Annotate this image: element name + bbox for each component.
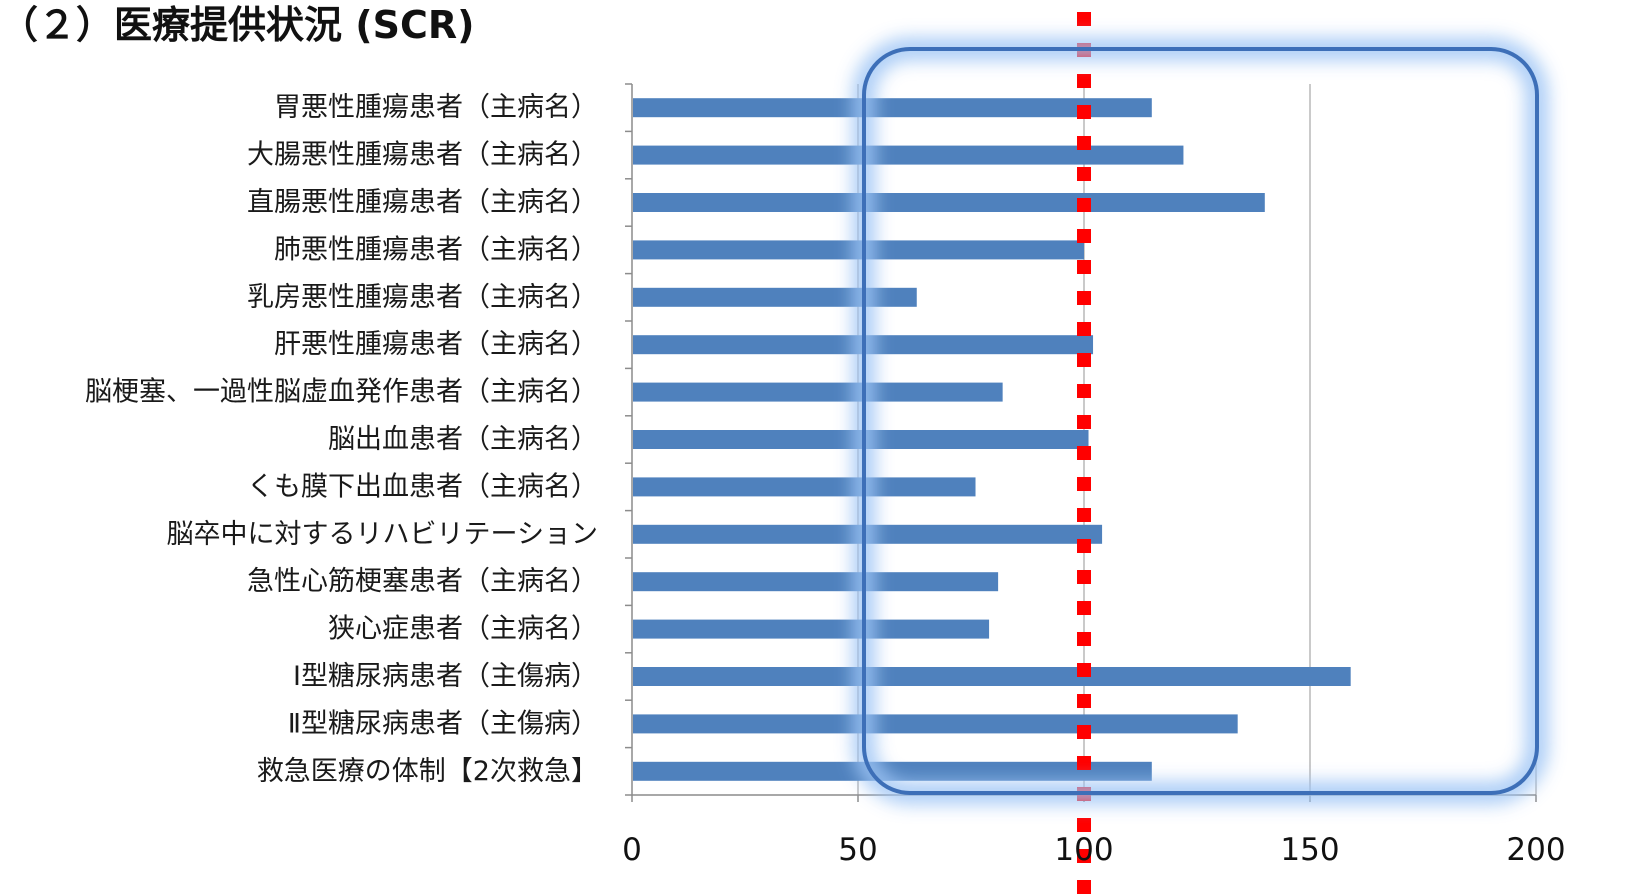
bar-5 xyxy=(633,287,917,307)
reference-dash xyxy=(1077,105,1091,119)
category-label: 脳梗塞、一過性脳虚血発作患者（主病名） xyxy=(85,377,598,408)
reference-dash xyxy=(1077,849,1091,863)
category-labels: 胃悪性腫瘍患者（主病名） 大腸悪性腫瘍患者（主病名） 直腸悪性腫瘍患者（主病名） 肺悪… xyxy=(85,92,598,787)
bar-7 xyxy=(633,382,1003,402)
x-tick-labels: 0 50 100 150 200 xyxy=(622,832,1565,868)
reference-dash xyxy=(1077,880,1091,894)
category-label: 乳房悪性腫瘍患者（主病名） xyxy=(247,282,598,313)
category-label: 脳卒中に対するリハビリテーション xyxy=(167,519,598,550)
reference-dash xyxy=(1077,477,1091,491)
x-tick-label: 200 xyxy=(1506,832,1565,868)
reference-dash xyxy=(1077,446,1091,460)
reference-dash xyxy=(1077,12,1091,26)
reference-dash xyxy=(1077,229,1091,243)
reference-dash xyxy=(1077,353,1091,367)
reference-dash xyxy=(1077,291,1091,305)
reference-dash xyxy=(1077,322,1091,336)
category-label: 肝悪性腫瘍患者（主病名） xyxy=(274,329,598,360)
reference-dash xyxy=(1077,725,1091,739)
page-title: （２）医療提供状況 (SCR) xyxy=(0,3,475,47)
bar-14 xyxy=(633,714,1238,734)
bar-3 xyxy=(633,193,1265,212)
bar-12 xyxy=(633,619,990,639)
reference-dash xyxy=(1077,694,1091,708)
reference-dash xyxy=(1077,74,1091,88)
bar-9 xyxy=(633,477,976,497)
category-label: Ⅱ型糖尿病患者（主傷病） xyxy=(288,708,598,739)
reference-dash xyxy=(1077,570,1091,584)
bar-2 xyxy=(633,145,1184,165)
category-label: 大腸悪性腫瘍患者（主病名） xyxy=(247,140,598,171)
reference-dash xyxy=(1077,415,1091,429)
reference-dash xyxy=(1077,198,1091,212)
x-tick-label: 50 xyxy=(838,832,877,868)
reference-dash xyxy=(1077,136,1091,150)
x-tick-label: 100 xyxy=(1054,832,1113,868)
x-tick-label: 150 xyxy=(1280,832,1339,868)
bar-11 xyxy=(633,572,999,592)
category-label: 脳出血患者（主病名） xyxy=(328,424,598,455)
category-label: 狭心症患者（主病名） xyxy=(328,614,598,645)
category-label: 急性心筋梗塞患者（主病名） xyxy=(247,566,598,597)
reference-dash xyxy=(1077,632,1091,646)
category-label: 胃悪性腫瘍患者（主病名） xyxy=(274,92,598,123)
category-label: Ⅰ型糖尿病患者（主傷病） xyxy=(293,661,598,692)
reference-dash xyxy=(1077,601,1091,615)
reference-dash xyxy=(1077,508,1091,522)
bar-15 xyxy=(633,761,1152,781)
bar-13 xyxy=(633,667,1351,686)
highlight-border xyxy=(862,47,1539,795)
category-label: 救急医療の体制【2次救急】 xyxy=(257,756,598,787)
category-label: 肺悪性腫瘍患者（主病名） xyxy=(274,234,598,265)
x-tick-label: 0 xyxy=(622,832,642,868)
reference-dash xyxy=(1077,756,1091,770)
reference-line xyxy=(1077,12,1091,894)
reference-dash xyxy=(1077,539,1091,553)
reference-dash xyxy=(1077,384,1091,398)
reference-dash xyxy=(1077,663,1091,677)
reference-dash xyxy=(1077,167,1091,181)
reference-dash xyxy=(1077,260,1091,274)
category-label: 直腸悪性腫瘍患者（主病名） xyxy=(247,187,598,218)
category-label: くも膜下出血患者（主病名） xyxy=(247,471,598,502)
bars xyxy=(633,98,1351,781)
reference-dash xyxy=(1077,818,1091,832)
highlight-box xyxy=(853,38,1548,804)
bar-1 xyxy=(633,98,1152,118)
